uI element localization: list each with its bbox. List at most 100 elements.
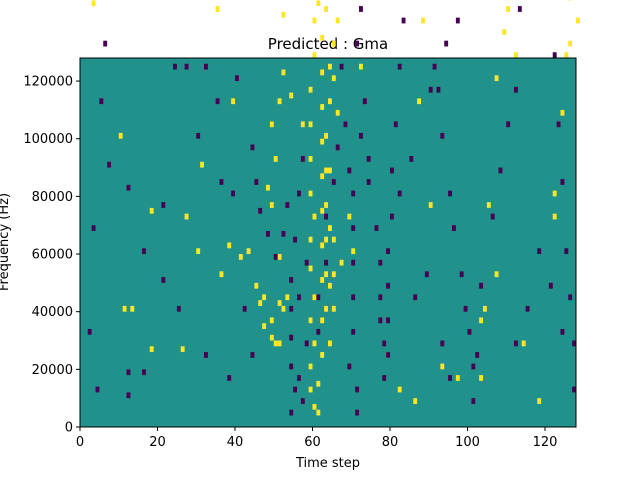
heatmap-cell-high: [312, 213, 317, 220]
heatmap-cell-high: [331, 271, 336, 278]
heatmap-cell-low: [382, 375, 387, 381]
heatmap-cell-low: [459, 271, 464, 278]
heatmap-cell-high: [266, 184, 270, 191]
y-tick-label: 80000: [32, 190, 73, 205]
heatmap-cell-low: [413, 294, 418, 301]
heatmap-cell-high: [455, 375, 460, 381]
heatmap-cell-high: [281, 305, 286, 312]
heatmap-cell-low: [572, 340, 577, 347]
heatmap-cell-high: [328, 225, 332, 231]
heatmap-cell-low: [359, 6, 363, 12]
y-tick-label: 100000: [23, 132, 73, 147]
heatmap-cell-high: [312, 17, 317, 24]
heatmap-cell-high: [413, 398, 418, 404]
heatmap-cell-high: [262, 323, 267, 329]
heatmap-cell-high: [289, 92, 294, 99]
heatmap-cell-low: [351, 328, 356, 335]
heatmap-cell-high: [316, 380, 321, 387]
heatmap-cell-high: [428, 202, 433, 208]
heatmap-cell-low: [397, 190, 402, 197]
heatmap-cell-high: [312, 340, 317, 347]
heatmap-cell-high: [320, 104, 325, 110]
heatmap-cell-low: [87, 328, 92, 335]
heatmap-cell-high: [568, 40, 573, 47]
heatmap-cell-high: [521, 340, 526, 347]
heatmap-cell-low: [556, 121, 561, 128]
heatmap-cell-high: [324, 132, 329, 139]
heatmap-cell-high: [331, 40, 336, 47]
heatmap-cell-high: [576, 17, 580, 24]
heatmap-cell-low: [393, 121, 398, 128]
heatmap-cell-high: [300, 121, 305, 128]
heatmap-cell-high: [308, 236, 313, 243]
heatmap-cell-low: [99, 98, 104, 105]
heatmap-cell-low: [204, 352, 208, 358]
heatmap-cell-low: [142, 369, 146, 376]
heatmap-cell-low: [432, 63, 437, 70]
heatmap-cell-low: [514, 340, 518, 347]
heatmap-cell-low: [471, 363, 476, 370]
heatmap-cell-low: [215, 98, 220, 105]
heatmap-cell-low: [316, 328, 321, 335]
heatmap-cell-low: [386, 248, 391, 255]
heatmap-cell-low: [440, 340, 445, 347]
heatmap-cell-low: [548, 282, 553, 289]
heatmap-cell-low: [196, 132, 201, 139]
heatmap-cell-low: [378, 317, 383, 324]
heatmap-cell-high: [483, 305, 487, 312]
heatmap-cell-high: [316, 0, 321, 7]
heatmap-cell-low: [324, 259, 329, 266]
heatmap-cell-high: [335, 109, 340, 116]
heatmap-cell-high: [324, 236, 329, 243]
heatmap-cell-low: [568, 294, 573, 301]
heatmap-cell-high: [320, 173, 325, 180]
heatmap-cell-low: [254, 179, 259, 185]
heatmap-cell-low: [300, 156, 305, 162]
heatmap-cell-low: [440, 132, 445, 139]
heatmap-cell-low: [142, 248, 146, 255]
heatmap-cell-low: [448, 190, 453, 197]
heatmap-cell-high: [347, 213, 352, 220]
heatmap-cell-high: [200, 161, 205, 168]
heatmap-cell-high: [285, 294, 290, 301]
heatmap-cell-high: [312, 294, 317, 301]
heatmap-cell-high: [331, 75, 336, 82]
heatmap-cell-low: [184, 63, 189, 70]
heatmap-cell-high: [320, 242, 325, 249]
heatmap-cell-high: [269, 317, 274, 324]
heatmap-cell-low: [386, 282, 391, 289]
heatmap-cell-high: [479, 375, 484, 381]
heatmap-cell-low: [366, 179, 371, 185]
heatmap-cell-high: [417, 98, 422, 105]
heatmap-cell-high: [308, 156, 313, 162]
heatmap-cell-high: [335, 17, 340, 24]
heatmap-cell-low: [471, 398, 476, 404]
heatmap-cell-low: [91, 225, 96, 231]
heatmap-cell-low: [293, 386, 298, 393]
heatmap-cell-high: [312, 403, 317, 410]
heatmap-cell-low: [258, 207, 263, 214]
heatmap-cell-low: [324, 213, 329, 220]
heatmap-cell-high: [196, 248, 201, 255]
heatmap-cell-high: [277, 300, 282, 306]
heatmap-cell-high: [537, 398, 542, 404]
heatmap-cell-high: [219, 271, 224, 278]
heatmap-cell-high: [184, 213, 189, 220]
y-tick-label: 120000: [23, 75, 73, 90]
heatmap-cell-low: [572, 386, 577, 393]
heatmap-cell-high: [494, 75, 499, 82]
heatmap-cell-low: [490, 213, 495, 220]
heatmap-cell-high: [277, 98, 282, 105]
heatmap-cell-high: [324, 6, 329, 12]
heatmap-cell-high: [328, 282, 332, 289]
heatmap-cell-low: [366, 156, 371, 162]
heatmap-cell-low: [331, 179, 336, 185]
heatmap-cell-low: [448, 375, 453, 381]
heatmap-cell-low: [359, 132, 363, 139]
heatmap-cell-low: [250, 352, 255, 358]
heatmap-cell-high: [486, 202, 491, 208]
x-tick-label: 120: [533, 435, 558, 450]
heatmap-cell-low: [351, 225, 356, 231]
heatmap-cell-high: [277, 254, 282, 260]
heatmap-cell-low: [173, 63, 177, 70]
